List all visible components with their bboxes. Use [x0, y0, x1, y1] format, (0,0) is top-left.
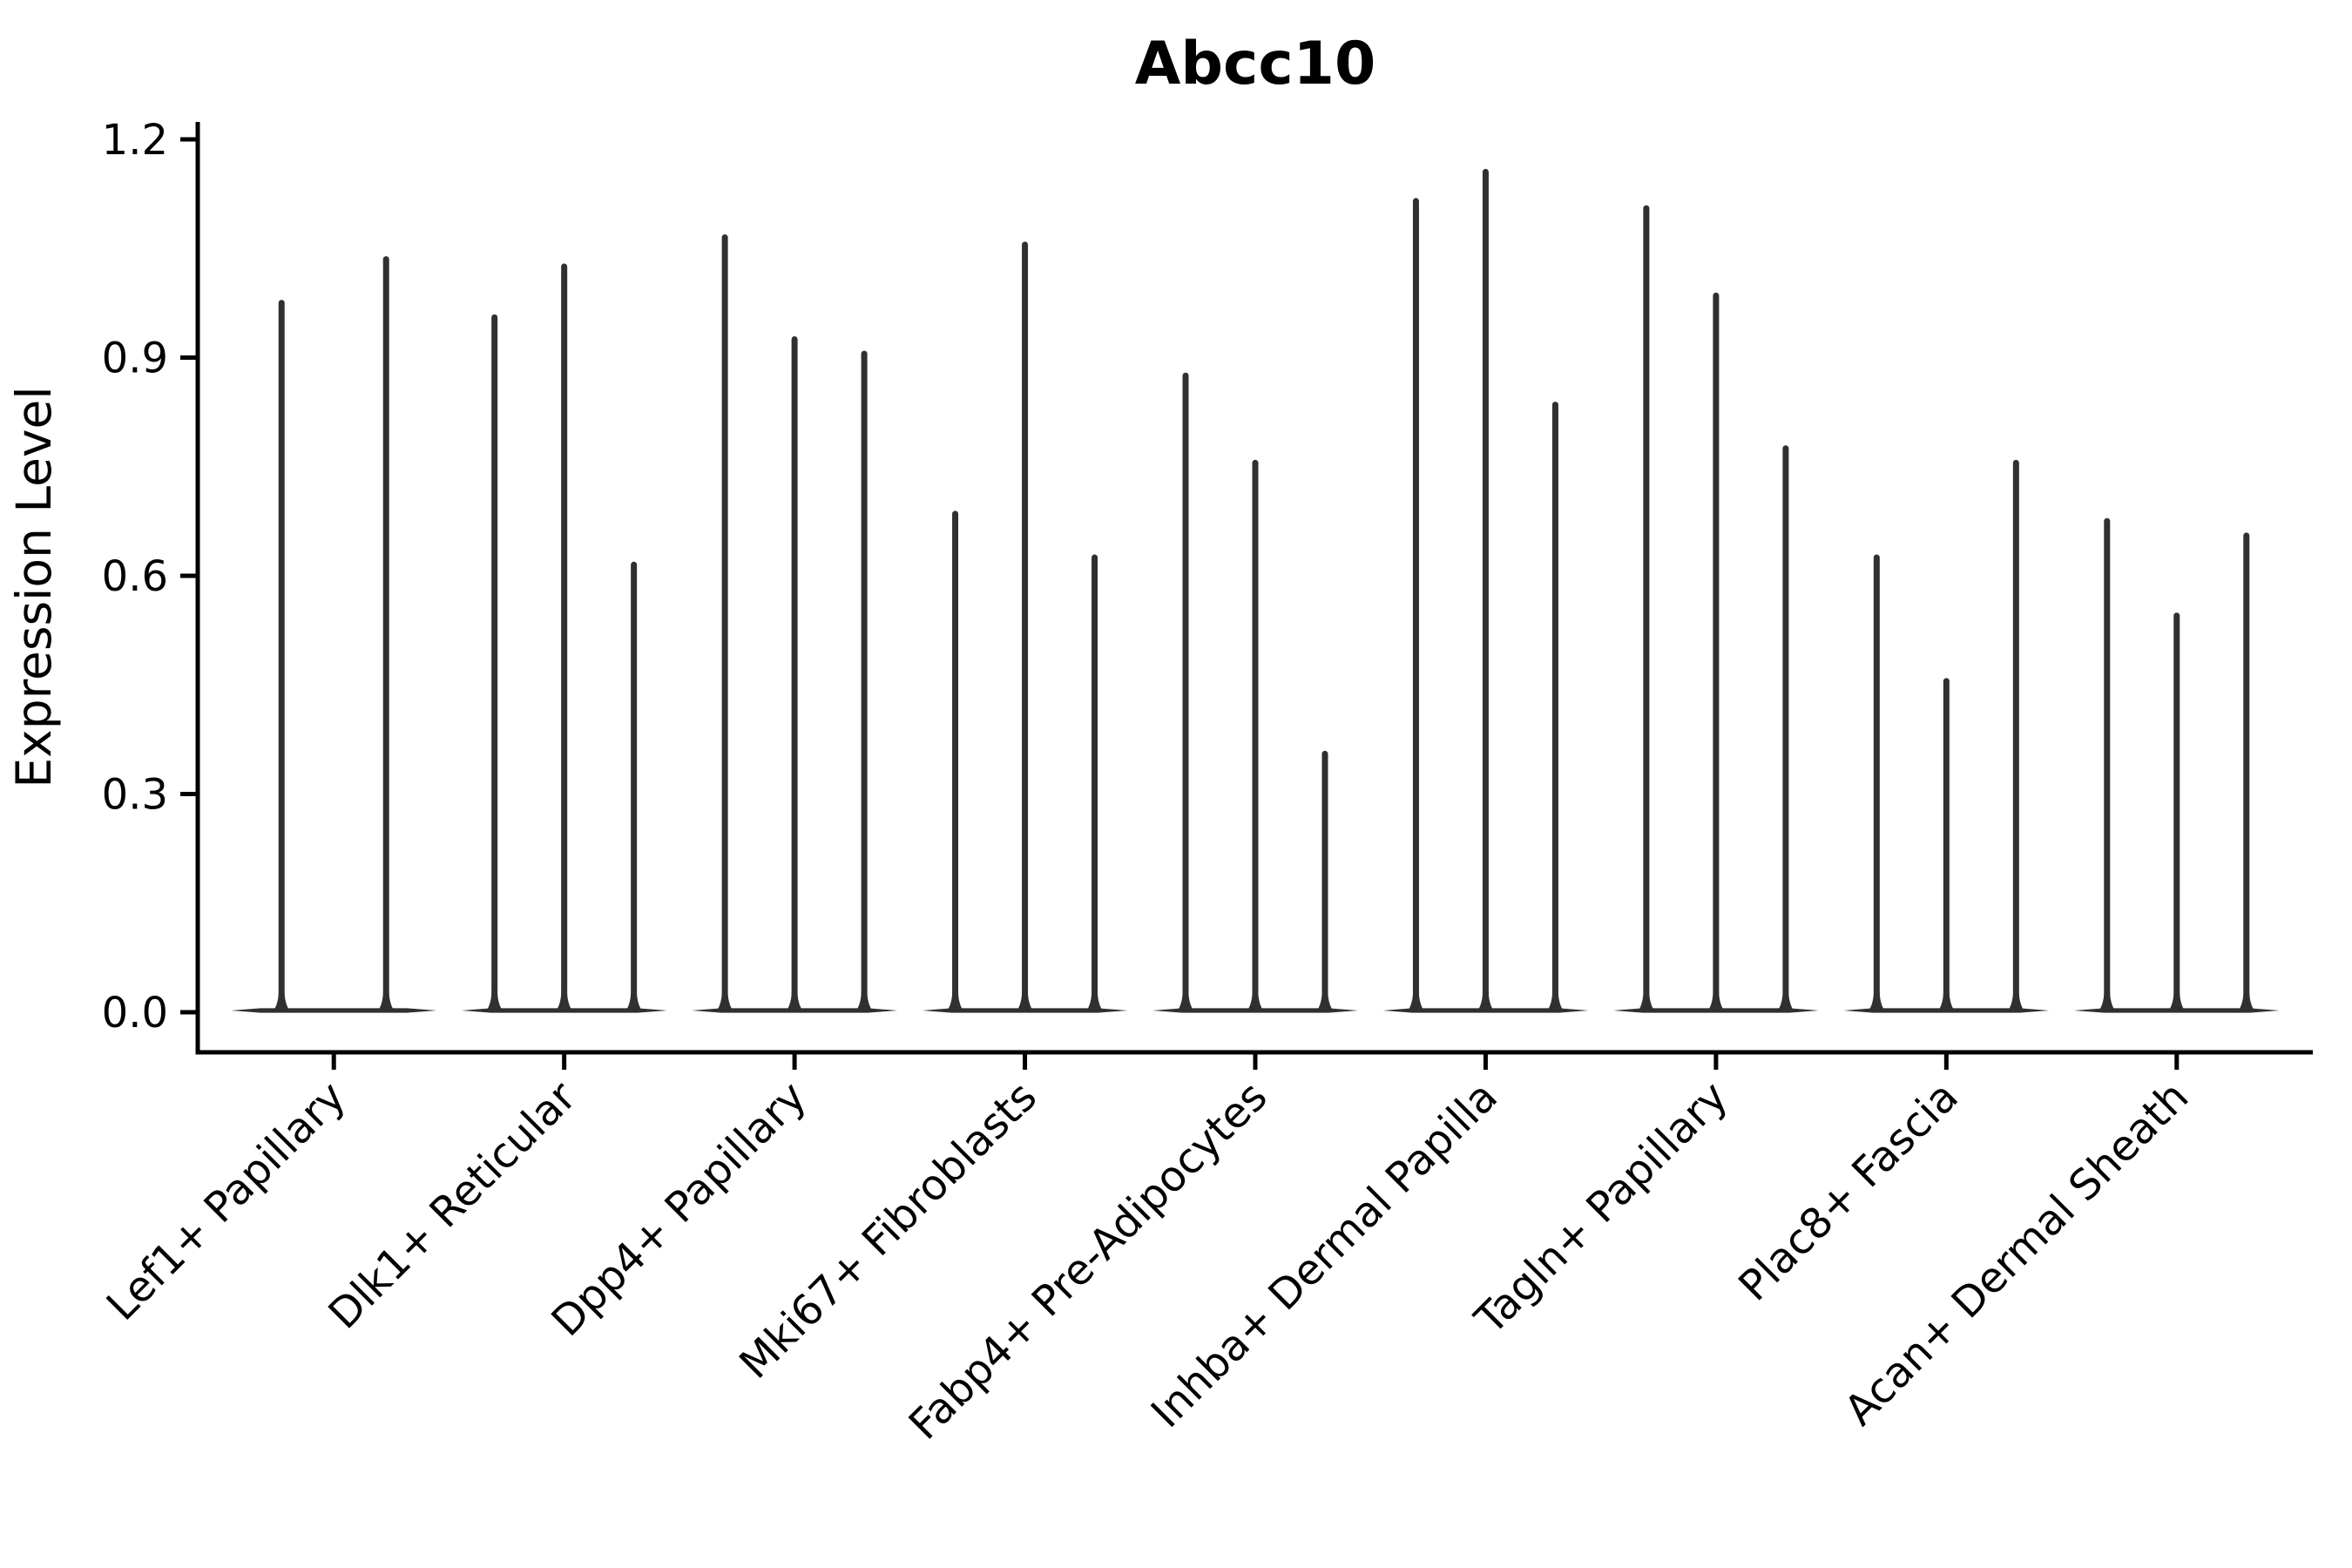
violin-spike-flare: [1407, 991, 1425, 1011]
violin-spike-flare: [716, 991, 734, 1011]
violin-spike-flare: [1707, 991, 1725, 1011]
violin-spike-flare: [1016, 991, 1034, 1011]
violin-spike-flare: [2098, 991, 2116, 1011]
violin-group: [1843, 459, 2050, 1013]
y-axis-label: Expression Level: [6, 386, 62, 787]
violin-spike-flare: [555, 991, 573, 1011]
violin-spike-flare: [1085, 991, 1104, 1011]
violin-spike-flare: [946, 991, 964, 1011]
violin-spike-flare: [2237, 991, 2255, 1011]
y-tick-label: 0.6: [102, 552, 168, 601]
chart-title: Abcc10: [1135, 30, 1376, 98]
violin-spike-flare: [786, 991, 804, 1011]
violin-spike-flare: [485, 991, 504, 1011]
x-tick-label: Plac8+ Fascia: [1729, 1072, 1968, 1311]
violin-spike-flare: [625, 991, 643, 1011]
violin-spike-flare: [273, 991, 291, 1011]
violin-spike-flare: [1177, 991, 1194, 1011]
violin-spike-flare: [1637, 991, 1655, 1011]
violin-spike-flare: [2167, 991, 2186, 1011]
violin-spike-flare: [855, 991, 874, 1011]
x-tick-label: Tagln+ Papillary: [1465, 1072, 1737, 1344]
violin-group: [1382, 168, 1589, 1013]
y-axis-ticks: 0.0 0.3 0.6 0.9 1.2: [102, 116, 196, 1037]
violin-spike-flare: [1937, 991, 1956, 1011]
violin-base: [231, 1008, 437, 1013]
violin-spike-flare: [2007, 991, 2025, 1011]
violin-group: [922, 241, 1128, 1013]
y-tick-label: 0.0: [102, 989, 168, 1037]
plot-area: [231, 168, 2280, 1013]
x-tick-label: Dpp4+ Papillary: [543, 1072, 816, 1346]
violin-spike-flare: [1316, 991, 1334, 1011]
violin-group: [461, 263, 667, 1013]
violin-group: [231, 256, 437, 1013]
y-tick-label: 0.9: [102, 335, 168, 383]
violin-group: [1612, 205, 1819, 1013]
violin-spike-flare: [1247, 991, 1264, 1011]
violin-spike-flare: [1776, 991, 1794, 1011]
x-tick-label: Lef1+ Papillary: [98, 1072, 355, 1330]
violin-spike-flare: [1477, 991, 1495, 1011]
violin-spike-flare: [377, 991, 395, 1011]
violin-group: [692, 234, 898, 1013]
violin-spike-flare: [1546, 991, 1565, 1011]
violin-group: [2073, 517, 2280, 1013]
violin-group: [1152, 372, 1358, 1013]
x-tick-label: Dlk1+ Reticular: [319, 1072, 585, 1339]
y-tick-label: 1.2: [102, 116, 168, 165]
y-tick-label: 0.3: [102, 771, 168, 820]
violin-spike-flare: [1868, 991, 1886, 1011]
